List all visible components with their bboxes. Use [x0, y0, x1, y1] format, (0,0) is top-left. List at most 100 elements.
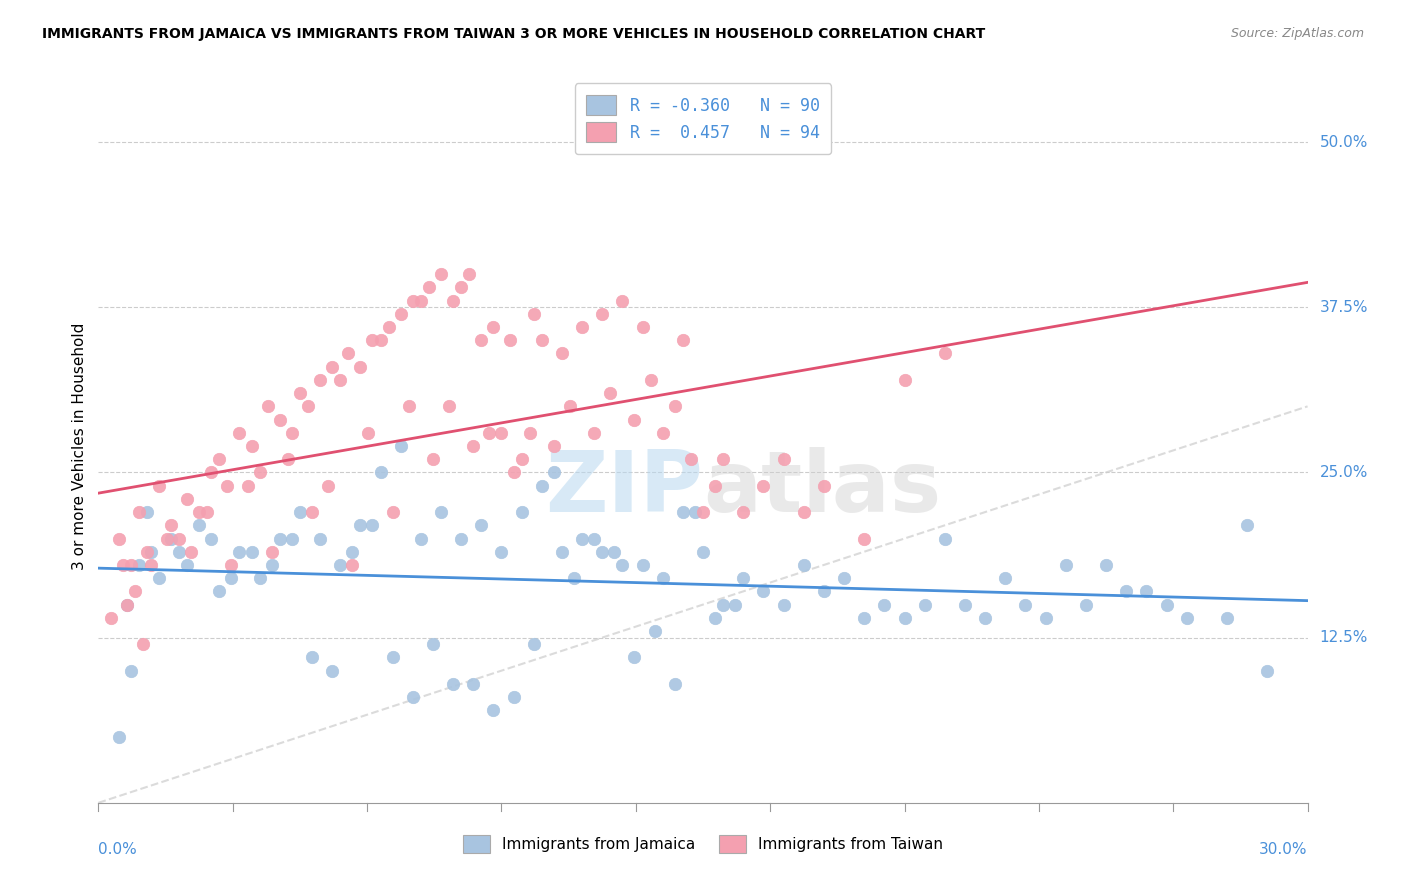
- Point: [430, 505, 453, 519]
- Point: [651, 425, 673, 440]
- Point: [349, 518, 371, 533]
- Point: [672, 505, 695, 519]
- Point: [402, 293, 425, 308]
- Point: [772, 452, 794, 467]
- Point: [228, 425, 250, 440]
- Point: [458, 267, 481, 281]
- Point: [135, 545, 157, 559]
- Point: [631, 320, 654, 334]
- Point: [107, 730, 129, 744]
- Point: [1236, 518, 1258, 533]
- Point: [389, 439, 412, 453]
- Point: [422, 637, 444, 651]
- Point: [631, 558, 654, 572]
- Point: [418, 280, 440, 294]
- Point: [148, 478, 170, 492]
- Point: [692, 545, 714, 559]
- Point: [664, 677, 686, 691]
- Point: [337, 346, 360, 360]
- Point: [240, 545, 263, 559]
- Point: [361, 518, 384, 533]
- Point: [288, 386, 311, 401]
- Point: [519, 425, 541, 440]
- Point: [208, 584, 231, 599]
- Point: [530, 478, 553, 492]
- Text: 12.5%: 12.5%: [1320, 630, 1368, 645]
- Point: [478, 425, 501, 440]
- Point: [711, 452, 734, 467]
- Point: [297, 400, 319, 414]
- Point: [853, 611, 876, 625]
- Point: [679, 452, 702, 467]
- Point: [316, 478, 339, 492]
- Point: [370, 333, 392, 347]
- Point: [591, 545, 613, 559]
- Point: [281, 425, 304, 440]
- Point: [236, 478, 259, 492]
- Text: Source: ZipAtlas.com: Source: ZipAtlas.com: [1230, 27, 1364, 40]
- Point: [974, 611, 997, 625]
- Point: [583, 532, 606, 546]
- Point: [402, 690, 425, 704]
- Text: 50.0%: 50.0%: [1320, 135, 1368, 150]
- Point: [893, 373, 915, 387]
- Point: [309, 373, 332, 387]
- Point: [370, 466, 392, 480]
- Point: [482, 320, 505, 334]
- Point: [591, 307, 613, 321]
- Point: [571, 320, 593, 334]
- Point: [381, 650, 404, 665]
- Point: [301, 650, 323, 665]
- Point: [873, 598, 896, 612]
- Point: [156, 532, 179, 546]
- Point: [221, 571, 243, 585]
- Point: [389, 307, 412, 321]
- Point: [208, 452, 231, 467]
- Point: [772, 598, 794, 612]
- Point: [612, 558, 634, 572]
- Point: [752, 584, 775, 599]
- Point: [1014, 598, 1036, 612]
- Point: [269, 412, 291, 426]
- Point: [470, 518, 492, 533]
- Point: [470, 333, 492, 347]
- Point: [934, 346, 956, 360]
- Point: [530, 333, 553, 347]
- Point: [349, 359, 371, 374]
- Point: [441, 677, 464, 691]
- Point: [1135, 584, 1157, 599]
- Point: [1035, 611, 1057, 625]
- Point: [752, 478, 775, 492]
- Point: [502, 690, 524, 704]
- Point: [603, 545, 626, 559]
- Point: [115, 598, 138, 612]
- Point: [321, 664, 343, 678]
- Point: [111, 558, 134, 572]
- Point: [422, 452, 444, 467]
- Point: [551, 346, 574, 360]
- Point: [398, 400, 420, 414]
- Point: [281, 532, 304, 546]
- Point: [128, 505, 150, 519]
- Point: [342, 558, 364, 572]
- Point: [441, 293, 464, 308]
- Point: [329, 558, 352, 572]
- Point: [342, 545, 364, 559]
- Point: [221, 558, 243, 572]
- Point: [510, 505, 533, 519]
- Point: [551, 545, 574, 559]
- Point: [463, 439, 485, 453]
- Point: [543, 439, 565, 453]
- Point: [107, 532, 129, 546]
- Point: [571, 532, 593, 546]
- Point: [128, 558, 150, 572]
- Point: [1115, 584, 1137, 599]
- Point: [1054, 558, 1077, 572]
- Point: [100, 611, 122, 625]
- Point: [623, 412, 645, 426]
- Legend: Immigrants from Jamaica, Immigrants from Taiwan: Immigrants from Jamaica, Immigrants from…: [457, 829, 949, 859]
- Point: [599, 386, 621, 401]
- Point: [1074, 598, 1097, 612]
- Point: [200, 532, 222, 546]
- Point: [523, 637, 546, 651]
